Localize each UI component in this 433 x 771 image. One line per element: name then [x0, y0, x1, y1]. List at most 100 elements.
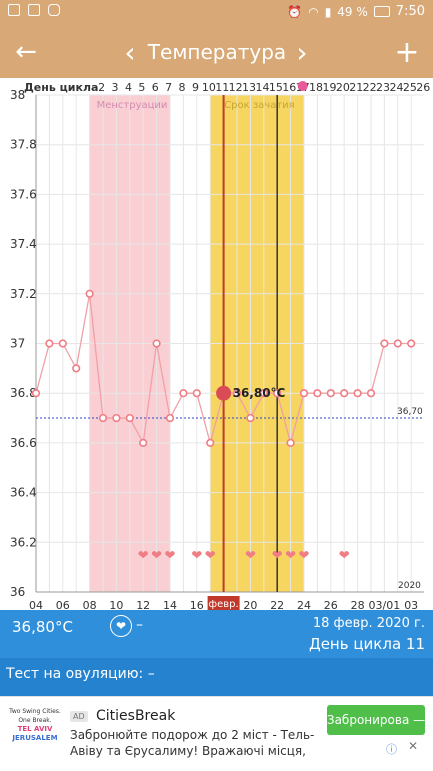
temperature-points — [31, 289, 416, 448]
month-tag: февр. — [209, 599, 239, 610]
cycle-day-label: День цикла — [24, 81, 98, 94]
data-point — [165, 413, 175, 423]
cycle-day-tick: 22 — [363, 81, 377, 94]
x-tick-label: 06 — [56, 599, 70, 610]
wifi-icon: ◠ — [308, 4, 319, 19]
heart-markers: ❤ ❤ ❤ ❤ ❤ ❤ ❤ ❤ ❤ ❤ — [138, 549, 350, 564]
heart-icon: ❤ — [151, 549, 162, 564]
y-tick-label: 37 — [10, 337, 25, 351]
cycle-day-tick: 26 — [416, 81, 430, 94]
add-icon[interactable]: + — [394, 34, 420, 70]
x-tick-label: 08 — [83, 599, 97, 610]
data-point — [31, 389, 41, 398]
y-tick-label: 38 — [10, 88, 25, 102]
x-tick-label: 04 — [29, 599, 43, 610]
app-header: ← ‹ Температура › + — [0, 26, 433, 78]
image-notification-icon — [28, 4, 40, 16]
y-tick-label: 37.4 — [10, 237, 37, 251]
x-tick-label: 24 — [297, 599, 311, 610]
ad-close-icon[interactable]: ✕ — [408, 739, 419, 753]
heart-icon[interactable]: ❤ — [110, 615, 132, 637]
y-axis: 38 37.8 37.6 37.4 37.2 37 36.8 36.6 36.4 36.2 36 — [10, 88, 37, 599]
x-tick-label: 03 — [404, 599, 418, 610]
y-tick-label: 37.2 — [10, 287, 37, 301]
data-point — [393, 339, 402, 348]
data-point — [179, 389, 188, 398]
ovulation-test-label: Тест на овуляцию: – — [6, 666, 155, 682]
cycle-day-tick: 23 — [376, 81, 390, 94]
data-point — [58, 339, 67, 348]
x-tick-label: 20 — [243, 599, 257, 610]
ad-cta-label: Забронирова — — [327, 713, 425, 727]
data-point — [380, 339, 389, 348]
data-point — [139, 438, 148, 448]
cycle-day-tick: 3 — [112, 81, 119, 94]
heart-icon: ❤ — [245, 549, 256, 564]
ad-body[interactable]: Забронюйте подорож до 2 міст - Тель-Авів… — [70, 728, 315, 761]
data-point — [246, 413, 255, 423]
data-point — [85, 289, 94, 298]
cycle-day-axis: 2345678910111213141516171819202122232425… — [98, 81, 430, 94]
info-bar[interactable]: 36,80°C ❤ – 18 февр. 2020 г. День цикла … — [0, 610, 433, 658]
next-chevron-icon[interactable]: › — [296, 35, 308, 69]
data-point — [152, 339, 161, 348]
heart-icon: ❤ — [165, 549, 176, 564]
data-point — [259, 389, 268, 398]
fertile-label: Срок зачатия — [224, 100, 295, 111]
ad-logo[interactable]: Two Swing Cities. One Break. TEL AVIV JE… — [8, 707, 62, 755]
y-tick-label: 37.6 — [10, 187, 37, 201]
back-arrow-icon[interactable]: ← — [15, 37, 37, 67]
data-point — [125, 413, 134, 423]
info-note: – — [136, 617, 143, 633]
data-point — [299, 389, 309, 398]
y-tick-label: 36.8 — [10, 386, 37, 400]
y-tick-label: 37.8 — [10, 138, 37, 152]
cycle-day-tick: 24 — [389, 81, 403, 94]
data-point — [407, 339, 416, 348]
y-tick-label: 36 — [10, 585, 25, 599]
data-point — [45, 339, 54, 348]
menstruation-label: Менструации — [97, 100, 168, 111]
data-point — [366, 389, 376, 398]
x-tick-label: 22 — [270, 599, 284, 610]
ad-banner[interactable]: Two Swing Cities. One Break. TEL AVIV JE… — [0, 696, 433, 771]
heart-icon: ❤ — [272, 549, 283, 564]
x-tick-label: 10 — [109, 599, 123, 610]
y-tick-label: 36.2 — [10, 535, 37, 549]
cycle-day-tick: 19 — [322, 81, 336, 94]
cycle-day-tick: 4 — [125, 81, 132, 94]
heart-icon: ❤ — [205, 549, 216, 564]
x-tick-label: 12 — [136, 599, 150, 610]
instagram-icon — [48, 4, 60, 16]
cycle-day-tick: 10 — [202, 81, 216, 94]
info-date: 18 февр. 2020 г. — [312, 616, 425, 631]
ad-title[interactable]: CitiesBreak — [96, 708, 176, 724]
data-point — [232, 389, 242, 398]
heart-icon: ❤ — [339, 549, 350, 564]
cycle-day-tick: 5 — [138, 81, 145, 94]
cycle-day-tick: 12 — [229, 81, 243, 94]
baseline-value: 36,70 — [397, 407, 423, 417]
app-notification-icon — [8, 4, 20, 16]
cycle-day-tick: 15 — [269, 81, 283, 94]
data-point — [98, 413, 108, 423]
ad-cta-button[interactable]: Забронирова — — [327, 705, 425, 735]
cycle-day-tick: 21 — [349, 81, 363, 94]
alarm-icon: ⏰ — [287, 4, 303, 19]
ad-badge: AD — [70, 711, 88, 722]
cycle-day-tick: 20 — [336, 81, 350, 94]
cycle-day-tick: 6 — [152, 81, 159, 94]
cycle-day-tick: 8 — [179, 81, 186, 94]
cycle-day-tick: 18 — [309, 81, 323, 94]
x-tick-label: 03/01 — [369, 599, 401, 610]
x-tick-label: 14 — [163, 599, 177, 610]
cycle-day-tick: 9 — [192, 81, 199, 94]
prev-chevron-icon[interactable]: ‹ — [124, 35, 136, 69]
data-point — [353, 389, 362, 398]
ad-info-icon[interactable]: ⓘ — [386, 743, 397, 756]
heart-icon: ❤ — [285, 549, 296, 564]
cycle-day-tick: 2 — [98, 81, 105, 94]
x-tick-label: 16 — [190, 599, 204, 610]
ovulation-test-row[interactable]: Тест на овуляцию: – — [0, 658, 433, 696]
